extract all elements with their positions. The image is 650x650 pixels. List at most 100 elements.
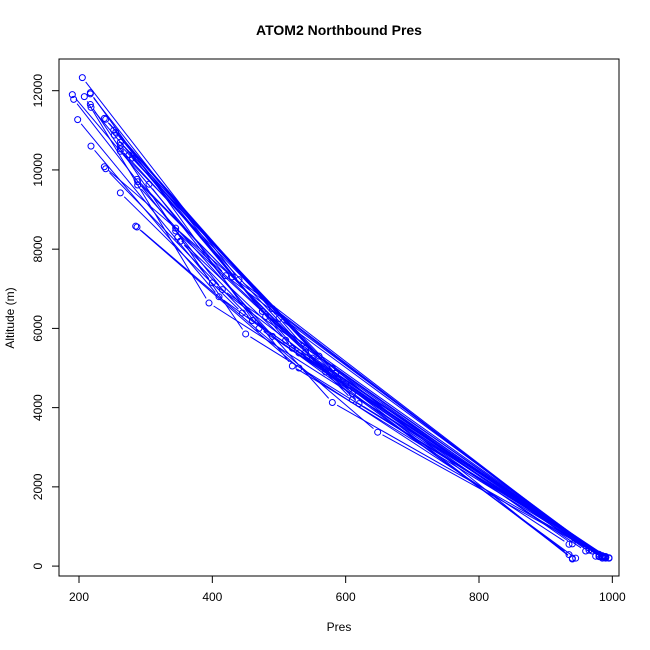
- y-tick-label: 10000: [31, 153, 45, 187]
- series-segment: [94, 150, 216, 293]
- data-point: [568, 555, 576, 563]
- data-point: [100, 114, 108, 122]
- data-point: [565, 551, 573, 559]
- series-30: [133, 223, 608, 561]
- series-16: [116, 141, 603, 560]
- data-point: [133, 223, 141, 231]
- series-segment: [382, 434, 600, 556]
- data-point: [600, 553, 608, 561]
- series-segment: [141, 185, 356, 401]
- data-point: [172, 224, 180, 232]
- series-23: [102, 165, 603, 558]
- data-point: [74, 116, 82, 124]
- x-tick-label: 400: [202, 590, 222, 604]
- series-17: [116, 145, 610, 561]
- y-tick-label: 12000: [31, 74, 45, 108]
- series-segment: [236, 279, 589, 549]
- y-tick-label: 0: [31, 562, 45, 569]
- data-point: [315, 352, 323, 360]
- data-point: [228, 273, 236, 281]
- series-segment: [123, 196, 239, 310]
- data-point: [110, 131, 118, 139]
- data-point: [172, 227, 180, 235]
- data-point: [602, 553, 610, 561]
- data-point: [288, 362, 296, 370]
- series-12: [110, 126, 610, 562]
- data-point: [248, 316, 256, 324]
- series-28: [116, 189, 576, 548]
- series-7: [86, 90, 608, 561]
- data-point: [102, 115, 110, 123]
- x-axis-label: Pres: [327, 620, 352, 634]
- data-point: [116, 138, 124, 146]
- data-point: [145, 180, 153, 188]
- data-point: [592, 552, 600, 560]
- series-segment: [76, 103, 220, 286]
- series-segment: [303, 370, 565, 542]
- data-point: [116, 145, 124, 153]
- y-tick-label: 2000: [31, 473, 45, 500]
- plot-frame: [58, 58, 620, 577]
- series-segment: [86, 101, 207, 299]
- series-segment: [179, 234, 302, 349]
- data-point: [116, 189, 124, 197]
- data-point: [565, 540, 573, 548]
- y-axis: 0 2000 4000 6000 8000 10000 12000: [31, 74, 60, 569]
- series-segment: [179, 231, 309, 355]
- data-point: [102, 165, 110, 173]
- series-segment: [139, 229, 296, 365]
- series-5: [74, 116, 576, 562]
- series-4: [80, 93, 613, 562]
- series-8: [86, 101, 610, 561]
- series-20: [125, 151, 606, 562]
- data-point: [128, 154, 136, 162]
- series-segment: [140, 230, 374, 430]
- data-point: [176, 237, 184, 245]
- data-point: [242, 330, 250, 338]
- data-point: [78, 74, 86, 82]
- data-point: [132, 222, 140, 230]
- data-point: [572, 554, 580, 562]
- data-point: [585, 546, 593, 554]
- data-point: [308, 354, 316, 362]
- y-tick-label: 8000: [31, 235, 45, 262]
- data-point: [605, 554, 613, 562]
- data-point: [598, 552, 606, 560]
- series-segment: [181, 240, 283, 337]
- data-point: [328, 398, 336, 406]
- x-tick-label: 1000: [599, 590, 626, 604]
- data-point: [282, 336, 290, 344]
- data-point: [268, 332, 276, 340]
- series-segment: [283, 321, 599, 554]
- data-point: [80, 93, 88, 101]
- series-layer: [68, 74, 613, 563]
- series-segment: [336, 404, 598, 554]
- data-point: [238, 309, 246, 317]
- x-tick-label: 600: [336, 590, 356, 604]
- series-22: [100, 163, 596, 555]
- series-segment: [123, 154, 343, 381]
- data-point: [134, 181, 142, 189]
- chart-title: ATOM2 Northbound Pres: [256, 22, 422, 38]
- series-6: [86, 89, 606, 561]
- data-point: [205, 299, 213, 307]
- data-point: [86, 90, 94, 98]
- data-point: [110, 126, 118, 134]
- series-segment: [108, 169, 229, 274]
- series-segment: [85, 81, 237, 276]
- series-10: [100, 114, 603, 561]
- data-point: [87, 142, 95, 150]
- series-13: [112, 128, 613, 562]
- series-segment: [135, 161, 349, 391]
- data-point: [87, 103, 95, 111]
- data-point: [116, 147, 124, 155]
- data-point: [100, 163, 108, 171]
- data-point: [70, 95, 78, 103]
- data-point: [568, 540, 576, 548]
- data-point: [86, 101, 94, 109]
- series-segment: [246, 315, 569, 542]
- series-segment: [183, 244, 269, 333]
- data-point: [222, 272, 230, 280]
- series-11: [102, 115, 606, 560]
